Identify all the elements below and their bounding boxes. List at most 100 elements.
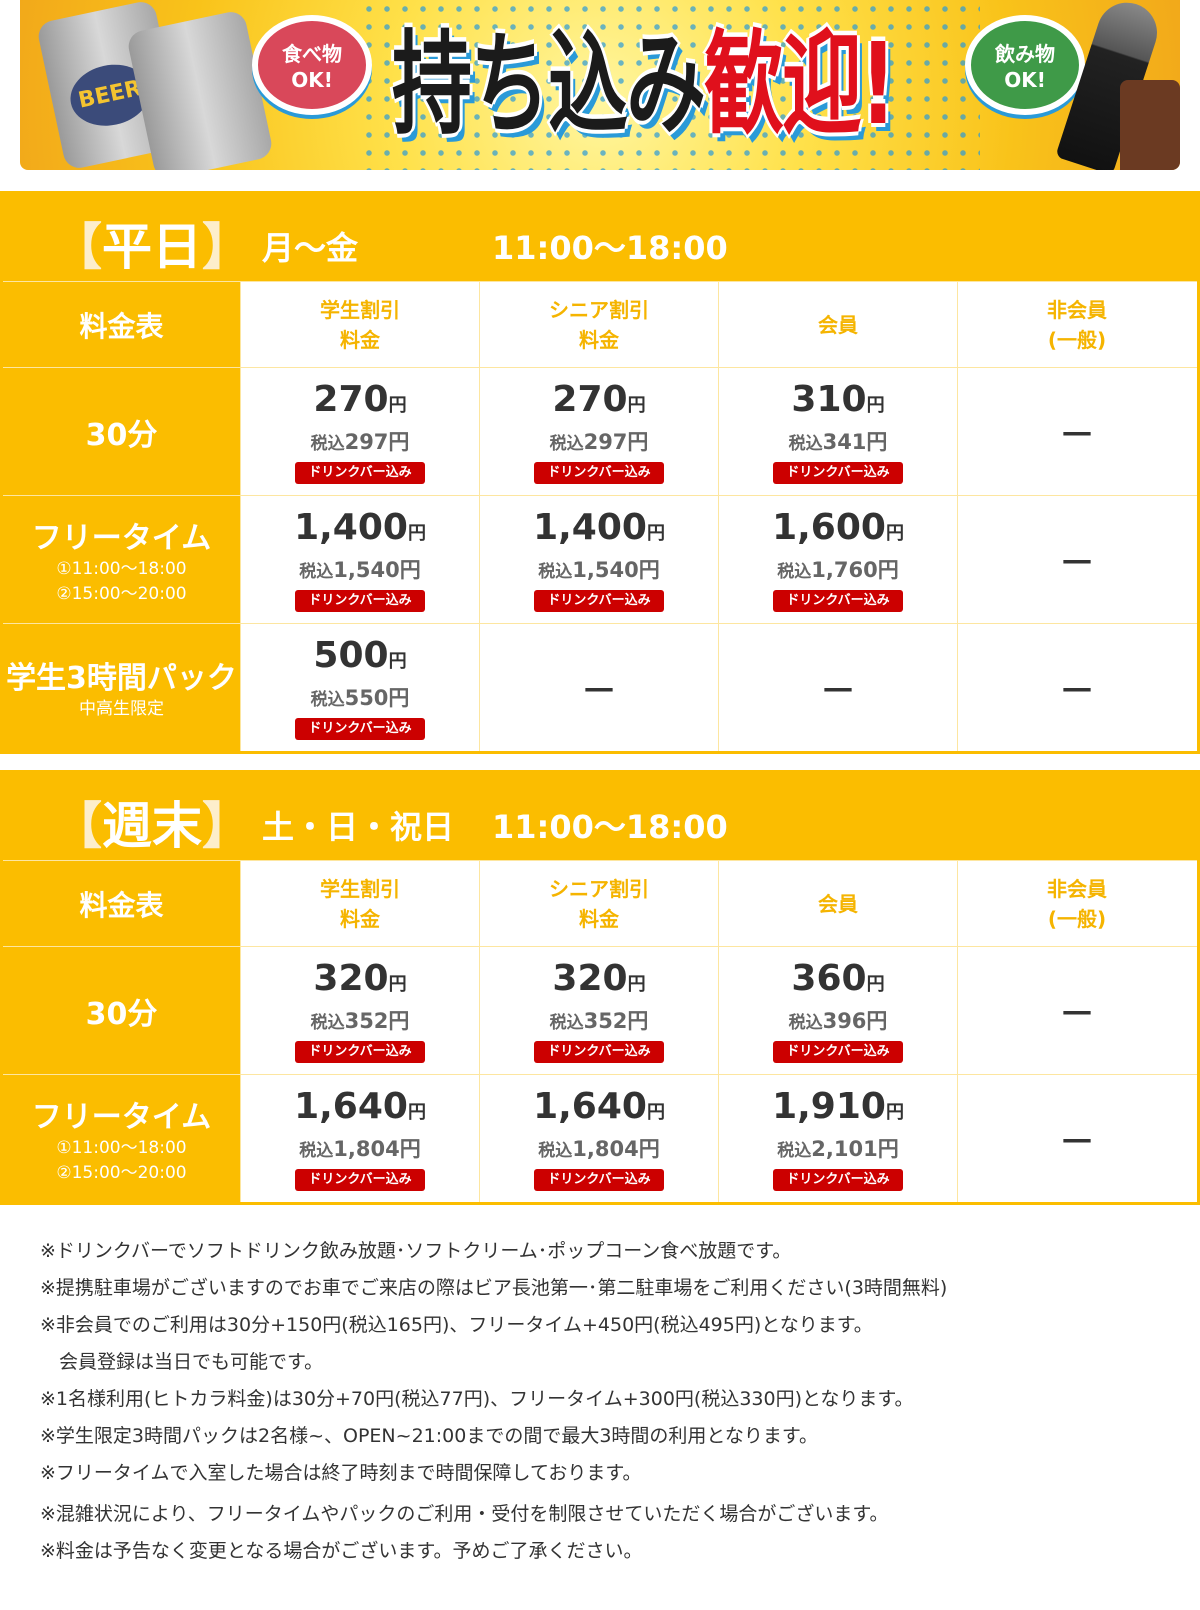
price-cell: 1,640円 税込1,804円 ドリンクバー込み — [479, 1075, 718, 1202]
section-days: 月～金 — [262, 229, 359, 267]
yen-unit: 円 — [866, 1008, 888, 1033]
price-value: 360 — [791, 957, 867, 999]
column-header-line: 会員 — [818, 312, 858, 337]
row-label: 30分 — [3, 947, 240, 1074]
price-cell: 310円 税込341円 ドリンクバー込み — [718, 368, 957, 495]
yen-unit: 円 — [388, 394, 407, 416]
price-cell: 1,910円 税込2,101円 ドリンクバー込み — [718, 1075, 957, 1202]
yen-unit: 円 — [877, 1136, 899, 1161]
bracket: 【 — [52, 797, 102, 855]
yen-unit: 円 — [388, 685, 410, 710]
not-available-dash: － — [580, 670, 617, 712]
price: 500円 — [313, 634, 407, 682]
column-header-line: 会員 — [818, 891, 858, 916]
tax-value: 1,540 — [333, 557, 400, 582]
drink-bar-badge: ドリンクバー込み — [295, 589, 425, 612]
price-cell: 1,640円 税込1,804円 ドリンクバー込み — [240, 1075, 479, 1202]
price: 1,600円 — [772, 506, 904, 554]
not-available-dash: － — [1058, 1121, 1095, 1163]
drink-bar-badge: ドリンクバー込み — [534, 589, 664, 612]
tax-value: 550 — [344, 685, 389, 710]
price: 310円 — [791, 379, 884, 426]
tax-label: 税込 — [788, 1012, 823, 1033]
drink-bar-badge: ドリンクバー込み — [295, 1168, 425, 1191]
price-cell: 1,600円 税込1,760円 ドリンクバー込み — [718, 496, 957, 623]
tax-included-price: 税込1,804円 — [299, 1133, 420, 1167]
row-name: 30分 — [85, 996, 158, 1032]
price-value: 1,600 — [772, 506, 886, 548]
yen-unit: 円 — [885, 1101, 904, 1123]
drink-bar-badge: ドリンクバー込み — [295, 1040, 425, 1063]
note-line: ※提携駐車場がございますのでお車でご来店の際はビア長池第一･第二駐車場をご利用く… — [40, 1277, 948, 1299]
column-header-line: 料金 — [579, 906, 619, 931]
price-value: 1,400 — [294, 506, 408, 548]
section-name: 平日 — [102, 218, 202, 276]
bring-your-own-banner: BEER 食べ物 OK! 持ち込み歓迎! 飲み物 OK! — [20, 0, 1180, 170]
column-header-line: 料金 — [340, 906, 380, 931]
tax-label: 税込 — [299, 561, 334, 582]
price-value: 270 — [552, 378, 628, 420]
tax-included-price: 税込297円 — [311, 426, 410, 460]
bracket: 】 — [202, 797, 252, 855]
row-name: 30分 — [85, 417, 158, 453]
tax-included-price: 税込1,760円 — [777, 554, 898, 588]
banner-dots — [360, 0, 980, 170]
yen-unit: 円 — [877, 557, 899, 582]
row-subtext: ②15:00～20:00 — [56, 1162, 187, 1183]
tax-value: 1,760 — [811, 557, 878, 582]
yen-unit: 円 — [399, 1136, 421, 1161]
section-hours: 11:00～18:00 — [492, 808, 728, 846]
column-header-line: 非会員 — [1047, 297, 1107, 322]
row-label: 30分 — [3, 368, 240, 495]
bubble-text: OK! — [291, 68, 333, 92]
banner-title: 持ち込み歓迎! — [392, 19, 896, 150]
price-cell: 1,400円 税込1,540円 ドリンクバー込み — [479, 496, 718, 623]
column-header: 会員 — [718, 861, 957, 946]
note-line: ※非会員でのご利用は30分+150円(税込165円)、フリータイム+450円(税… — [40, 1314, 873, 1336]
column-header-line: シニア割引 — [549, 876, 649, 901]
tax-label: 税込 — [310, 433, 345, 454]
price-value: 500 — [313, 634, 389, 676]
drink-bar-badge: ドリンクバー込み — [534, 461, 664, 484]
column-header: 学生割引 料金 — [240, 282, 479, 367]
section-tag: 【週末】 — [52, 786, 252, 858]
yen-unit: 円 — [388, 650, 407, 672]
table-header-row: 料金表 学生割引 料金 シニア割引 料金 会員 非会員 (一般) — [3, 860, 1197, 946]
price-cell: 320円 税込352円 ドリンクバー込み — [479, 947, 718, 1074]
row-label: 学生3時間パック 中高生限定 — [3, 624, 240, 751]
note-line: 会員登録は当日でも可能です。 — [40, 1351, 324, 1373]
row-subtext: ①11:00～18:00 — [56, 1137, 187, 1158]
bracket: 【 — [52, 218, 102, 276]
price-cell: － — [957, 947, 1196, 1074]
column-header-line: 学生割引 — [320, 297, 400, 322]
price: 270円 — [552, 378, 645, 426]
price-cell: 270円 税込297円 ドリンクバー込み — [240, 368, 479, 495]
price-cell: － — [957, 496, 1196, 623]
table-row: 30分 270円 税込297円 ドリンクバー込み 270円 税込297円 ドリンクバー込み 3… — [3, 367, 1197, 495]
tax-value: 1,804 — [572, 1136, 639, 1161]
tax-label: 税込 — [549, 433, 584, 454]
price-value: 1,400 — [533, 506, 647, 548]
yen-unit: 円 — [866, 973, 885, 995]
not-available-dash: － — [1058, 670, 1095, 712]
tax-included-price: 税込2,101円 — [777, 1133, 898, 1167]
section-header: 【平日】 月～金 11:00～18:00 — [0, 191, 1200, 281]
price: 360円 — [791, 957, 885, 1005]
yen-unit: 円 — [885, 522, 904, 544]
food-ok-bubble: 食べ物 OK! — [252, 15, 372, 115]
price-cell: － — [479, 624, 718, 751]
price-cell: － — [718, 624, 957, 751]
note-line: ※学生限定3時間パックは2名様~、OPEN~21:00までの間で最大3時間の利用… — [40, 1425, 818, 1447]
price-cell: 270円 税込297円 ドリンクバー込み — [479, 368, 718, 495]
section-tag: 【平日】 — [52, 207, 252, 279]
table-header-row: 料金表 学生割引 料金 シニア割引 料金 会員 非会員 (一般) — [3, 281, 1197, 367]
price-cell: － — [957, 368, 1196, 495]
banner-title-red: 歓迎! — [704, 19, 896, 150]
yen-unit: 円 — [646, 1101, 665, 1123]
drink-ok-bubble: 飲み物 OK! — [965, 15, 1085, 115]
tax-label: 税込 — [538, 561, 573, 582]
tax-value: 297 — [344, 429, 389, 454]
price-cell: － — [957, 1075, 1196, 1202]
tax-label: 税込 — [777, 1140, 812, 1161]
section-days: 土・日・祝日 — [262, 808, 455, 846]
